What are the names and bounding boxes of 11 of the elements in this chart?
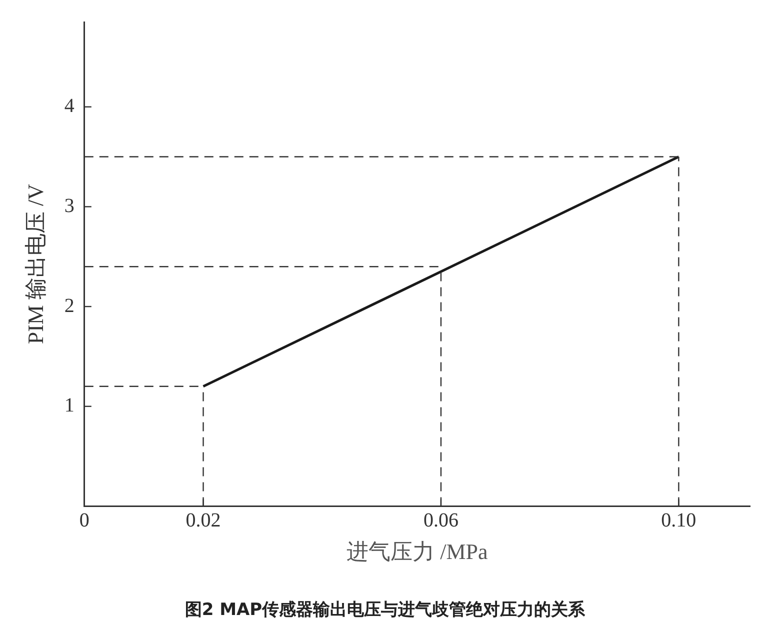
x-axis-title: 进气压力 /MPa: [346, 539, 488, 564]
text: 图2 MAP传感器输出电压与进气歧管绝对压力的关系: [184, 600, 586, 620]
y-tick-label: 2: [64, 294, 74, 317]
x-tick-label: 0.10: [661, 509, 696, 532]
y-tick-label: 4: [64, 95, 74, 118]
y-tick-label: 3: [64, 194, 74, 217]
y-tick-label: 1: [64, 394, 74, 417]
x-tick-label: 0.06: [423, 509, 458, 532]
y-axis-title: PIM 输出电压 /V: [22, 184, 48, 344]
x-tick-label: 0.02: [186, 509, 221, 532]
x-tick-label: 0: [79, 509, 90, 532]
